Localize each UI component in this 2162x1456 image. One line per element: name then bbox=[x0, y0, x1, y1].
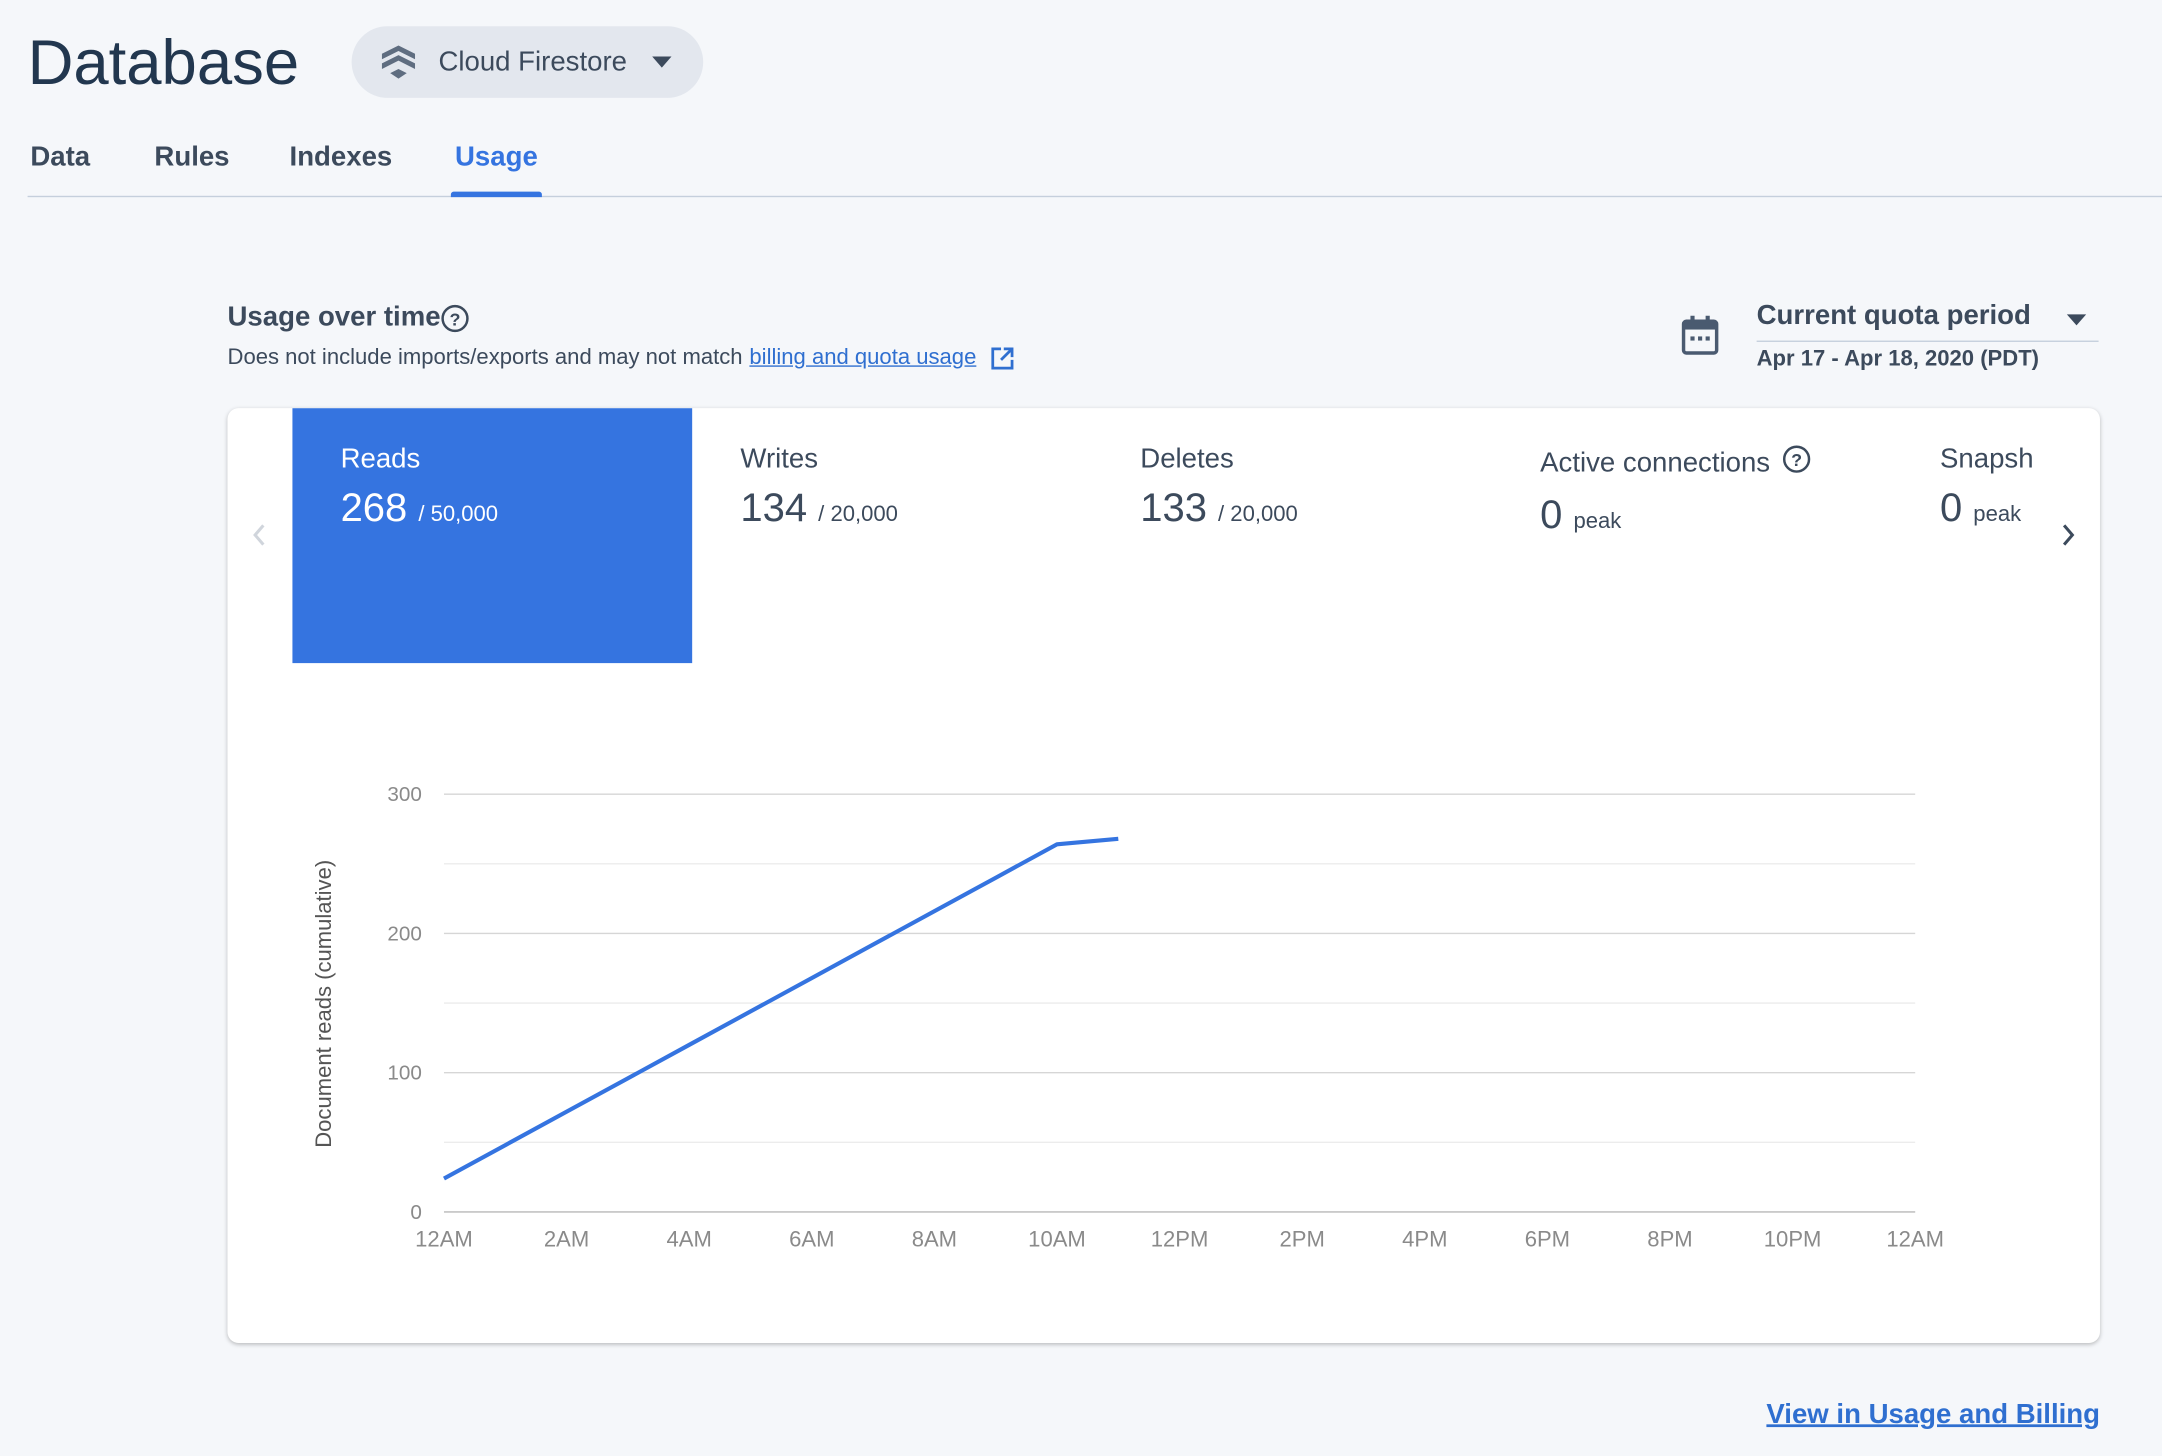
period-selector[interactable]: Current quota period bbox=[1756, 300, 2099, 342]
metric-label: Snapsh bbox=[1940, 443, 2034, 475]
svg-text:?: ? bbox=[1791, 450, 1802, 470]
metric-tile[interactable]: Active connections? 0 peak bbox=[1492, 408, 1892, 663]
metric-label-row: Reads bbox=[341, 444, 693, 476]
x-tick-label: 2PM bbox=[1280, 1226, 1325, 1251]
tab-divider bbox=[27, 195, 2162, 198]
tab[interactable]: Rules bbox=[154, 142, 230, 173]
metric-tiles: Reads 268/ 50,000 Writes 134/ 20,000 Deletes… bbox=[292, 408, 2038, 664]
metric-detail: / 20,000 bbox=[1218, 503, 1298, 527]
firestore-icon bbox=[381, 45, 416, 79]
y-tick-label: 0 bbox=[410, 1201, 422, 1224]
x-tick-label: 4PM bbox=[1402, 1226, 1447, 1251]
external-link-icon bbox=[991, 347, 1014, 370]
database-selector[interactable]: Cloud Firestore bbox=[351, 26, 704, 98]
metric-label-row: Deletes bbox=[1140, 444, 1492, 476]
metric-value-row: 134 / 20,000 bbox=[740, 487, 1092, 533]
calendar-icon bbox=[1681, 315, 1719, 355]
svg-text:?: ? bbox=[450, 309, 461, 329]
metric-label: Deletes bbox=[1140, 443, 1234, 475]
x-tick-label: 8PM bbox=[1647, 1226, 1692, 1251]
metric-tile[interactable]: Snapsh 0 peak bbox=[1892, 408, 2038, 663]
period-label: Current quota period bbox=[1756, 300, 2031, 331]
metric-detail: peak bbox=[1973, 503, 2022, 527]
section-title: Usage over time bbox=[227, 301, 441, 333]
metric-value: 268 bbox=[340, 486, 408, 531]
x-tick-label: 12PM bbox=[1151, 1226, 1209, 1251]
metric-value: 134 bbox=[740, 486, 808, 531]
metric-value-row: 0 peak bbox=[1940, 487, 2038, 533]
y-tick-label: 300 bbox=[387, 783, 422, 806]
usage-billing-link[interactable]: View in Usage and Billing bbox=[1766, 1399, 2100, 1430]
note-link[interactable]: billing and quota usage bbox=[749, 346, 977, 370]
x-tick-label: 4AM bbox=[667, 1226, 712, 1251]
metric-value: 133 bbox=[1140, 486, 1208, 531]
metric-value-row: 133 / 20,000 bbox=[1140, 487, 1492, 533]
x-tick-label: 2AM bbox=[544, 1226, 589, 1251]
tab[interactable]: Usage bbox=[455, 142, 538, 173]
data-line bbox=[442, 836, 1119, 1181]
active-tab-indicator bbox=[450, 191, 542, 198]
y-tick-label: 100 bbox=[387, 1062, 422, 1085]
metric-tile[interactable]: Deletes 133 / 20,000 bbox=[1092, 408, 1492, 663]
x-tick-label: 10AM bbox=[1028, 1226, 1086, 1251]
metric-tile[interactable]: Reads 268 / 50,000 bbox=[292, 408, 693, 664]
note-text: Does not include imports/exports and may… bbox=[227, 346, 743, 370]
metric-value-row: 0 peak bbox=[1540, 494, 1892, 540]
y-tick-label: 200 bbox=[387, 922, 422, 945]
metric-tile[interactable]: Writes 134 / 20,000 bbox=[692, 408, 1092, 663]
metric-label: Active connections bbox=[1540, 447, 1771, 478]
metric-value: 0 bbox=[1540, 493, 1563, 538]
y-axis-label: Document reads (cumulative) bbox=[311, 860, 336, 1148]
tab[interactable]: Indexes bbox=[289, 142, 393, 173]
next-arrow[interactable] bbox=[2059, 521, 2078, 549]
page-title: Database bbox=[27, 26, 300, 98]
help-icon[interactable]: ? bbox=[1781, 444, 1811, 483]
dropdown-caret bbox=[2066, 314, 2087, 326]
metric-value-row: 268 / 50,000 bbox=[341, 487, 693, 533]
period-range: Apr 17 - Apr 18, 2020 (PDT) bbox=[1756, 347, 2040, 371]
x-tick-label: 6PM bbox=[1525, 1226, 1570, 1251]
metric-detail: / 50,000 bbox=[418, 503, 499, 527]
metric-detail: / 20,000 bbox=[818, 503, 898, 527]
x-tick-label: 12AM bbox=[415, 1226, 473, 1251]
section-note: Does not include imports/exports and may… bbox=[228, 345, 1017, 373]
x-tick-label: 12AM bbox=[1886, 1226, 1944, 1251]
previous-arrow[interactable] bbox=[250, 521, 269, 549]
x-tick-label: 8AM bbox=[912, 1226, 957, 1251]
x-tick-label: 6AM bbox=[789, 1226, 834, 1251]
dropdown-caret bbox=[652, 56, 672, 68]
metric-label-row: Snapsh bbox=[1940, 444, 2038, 476]
metric-label-row: Writes bbox=[740, 444, 1092, 476]
metric-label: Reads bbox=[340, 443, 421, 475]
metric-label-row: Active connections? bbox=[1540, 444, 1892, 483]
tab[interactable]: Data bbox=[30, 142, 91, 173]
metric-label: Writes bbox=[740, 443, 819, 475]
metric-detail: peak bbox=[1573, 510, 1622, 534]
selector-label: Cloud Firestore bbox=[438, 46, 627, 78]
x-tick-label: 10PM bbox=[1764, 1226, 1822, 1251]
metric-value: 0 bbox=[1940, 486, 1963, 531]
help-icon[interactable]: ? bbox=[440, 303, 470, 333]
